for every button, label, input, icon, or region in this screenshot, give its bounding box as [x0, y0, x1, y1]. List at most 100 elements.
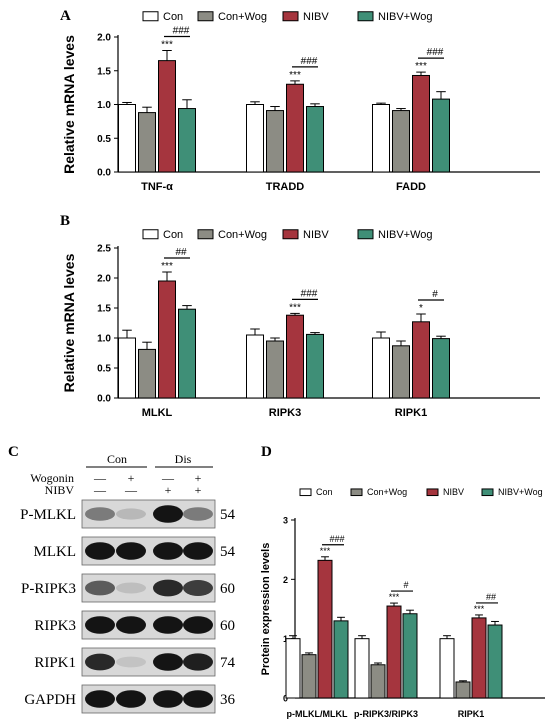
blot-band [183, 507, 213, 521]
blot-band [183, 653, 213, 671]
kda-label: 36 [220, 692, 236, 708]
category-label: FADD [396, 181, 426, 193]
category-label: RIPK1 [395, 407, 427, 419]
bar [158, 60, 176, 173]
treatment-sign: — [93, 471, 107, 485]
y-tick-label: 0 [283, 694, 288, 704]
legend-label: NIBV+Wog [378, 11, 433, 23]
significance-hash: ### [329, 534, 344, 544]
legend-swatch [481, 488, 494, 497]
blot-band [153, 690, 183, 708]
bar [386, 605, 402, 699]
legend-swatch [350, 488, 363, 497]
y-tick-label: 3 [283, 516, 288, 526]
group-label-con: Con [107, 452, 127, 466]
blot-band [85, 616, 115, 634]
bar [333, 620, 349, 699]
legend-label: Con+Wog [367, 487, 407, 497]
bar [432, 338, 450, 399]
bar [178, 108, 196, 173]
protein-label: RIPK1 [34, 655, 76, 671]
blot-band [153, 579, 183, 597]
legend-label: NIBV+Wog [378, 229, 433, 241]
bar [372, 337, 390, 399]
legend-label: NIBV+Wog [498, 487, 543, 497]
protein-label: GAPDH [24, 692, 76, 708]
bar [317, 559, 333, 699]
significance-star: *** [415, 61, 427, 72]
treatment-sign: + [195, 483, 202, 497]
protein-label: RIPK3 [34, 618, 76, 634]
significance-star: *** [161, 40, 173, 51]
bar [266, 340, 284, 399]
protein-label: MLKL [34, 544, 77, 560]
bar [306, 106, 324, 173]
legend-label: Con [163, 11, 183, 23]
y-axis-title: Relative mRNA leves [61, 35, 77, 174]
category-label: p-RIPK3/RIPK3 [354, 709, 418, 719]
y-tick-label: 1.5 [97, 304, 111, 315]
bar [138, 348, 156, 399]
treatment-sign: + [165, 483, 172, 497]
significance-hash: ### [301, 56, 318, 67]
legend-swatch [426, 488, 439, 497]
y-tick-label: 2.5 [97, 244, 111, 255]
bar [455, 681, 471, 699]
legend-swatch [357, 229, 374, 240]
y-tick-label: 1 [283, 634, 288, 644]
y-tick-label: 2.0 [97, 33, 111, 44]
y-tick-label: 0.5 [97, 364, 111, 375]
blot-band [153, 505, 183, 523]
treatment-sign: — [93, 483, 107, 497]
legend-label: NIBV [303, 11, 329, 23]
bar [432, 98, 450, 173]
legend-label: Con+Wog [218, 11, 267, 23]
significance-hash: ## [175, 247, 187, 258]
kda-label: 60 [220, 581, 235, 597]
protein-label: P-RIPK3 [21, 581, 76, 597]
bar [285, 638, 301, 699]
panel-d-chart: D 0 1 2 3 Protein expression levels Con Con+Wo… [260, 444, 545, 719]
kda-label: 54 [220, 507, 236, 523]
treatment-label: Wogonin [30, 471, 74, 485]
significance-star: *** [289, 302, 301, 313]
blot-band [153, 616, 183, 634]
blot-band [183, 542, 213, 560]
bar [392, 345, 410, 399]
bar [138, 112, 156, 173]
y-tick-label: 0.0 [97, 168, 111, 179]
blot-band [85, 507, 115, 521]
significance-star: *** [320, 546, 331, 556]
panel-letter-c: C [8, 444, 19, 460]
legend-label: Con+Wog [218, 229, 267, 241]
bar [402, 613, 418, 699]
blot-band [116, 542, 146, 560]
category-label: p-MLKL/MLKL [287, 709, 348, 719]
blot-band [116, 582, 146, 594]
blot-band [85, 690, 115, 708]
y-axis-title: Relative mRNA leves [61, 253, 77, 392]
treatment-sign: + [195, 471, 202, 485]
blot-band [116, 508, 146, 520]
bar [412, 74, 430, 173]
bar [372, 104, 390, 173]
panel-a-chart: A 0.0 0.5 1.0 1.5 2.0 Relative mRNA leves Con C… [60, 8, 540, 193]
bar [178, 308, 196, 399]
y-tick-label: 1.5 [97, 66, 111, 77]
blot-band [116, 616, 146, 634]
bar [118, 337, 136, 399]
y-tick-label: 2.0 [97, 274, 111, 285]
protein-label: P-MLKL [20, 507, 76, 523]
bar [118, 104, 136, 173]
treatment-label: NIBV [45, 483, 75, 497]
y-tick-label: 0.5 [97, 134, 111, 145]
bar [471, 617, 487, 699]
legend-swatch [197, 11, 214, 22]
blot-band [183, 616, 213, 634]
significance-star: *** [474, 604, 485, 614]
significance-star: * [419, 303, 423, 314]
y-axis-title: Protein expression levels [260, 543, 272, 676]
legend-label: NIBV [443, 487, 464, 497]
treatment-sign: + [128, 471, 135, 485]
